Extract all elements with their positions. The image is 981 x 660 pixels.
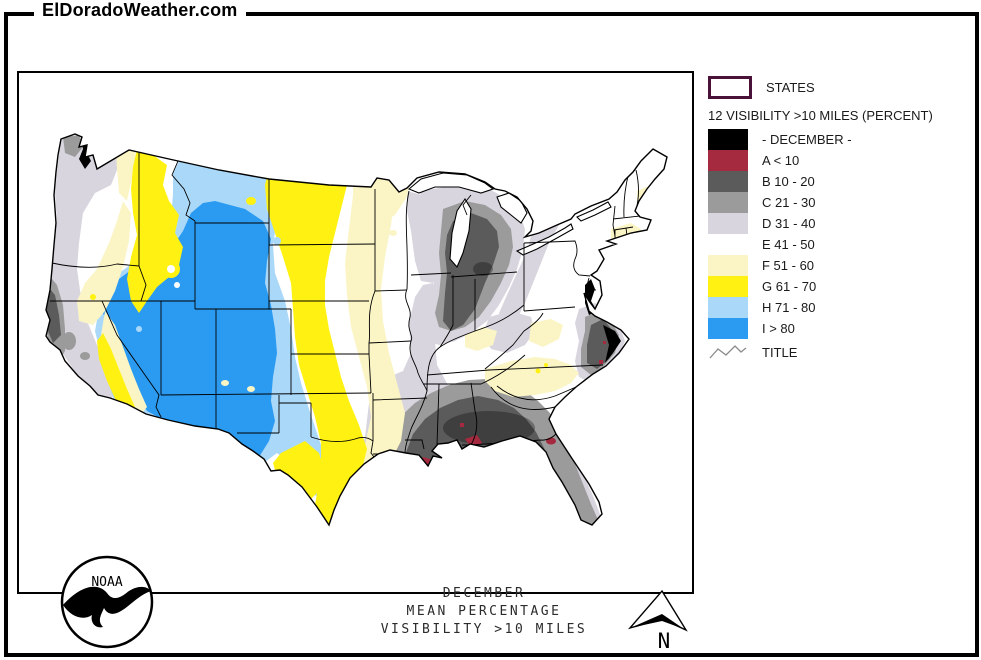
legend-label-f: F 51 - 60	[762, 258, 815, 273]
map-canvas	[45, 133, 668, 526]
noaa-bird-icon	[63, 586, 151, 628]
zigzag-line-icon	[709, 345, 747, 359]
lake-ontario	[576, 201, 612, 222]
caption-line-2: MEAN PERCENTAGE	[406, 604, 562, 619]
legend-row: B 10 - 20	[708, 171, 968, 192]
state-borders	[50, 136, 641, 462]
states-swatch	[708, 76, 752, 99]
north-label: N	[658, 629, 671, 653]
legend-row: D 31 - 40	[708, 213, 968, 234]
legend-row: A < 10	[708, 150, 968, 171]
noaa-logo-text: NOAA	[91, 575, 122, 590]
legend-title-label: TITLE	[762, 344, 798, 360]
lake-michigan	[449, 197, 472, 269]
legend-swatch-e	[708, 234, 748, 255]
legend-swatch-december	[708, 129, 748, 150]
map-fill-layers	[46, 134, 667, 525]
legend-row: - DECEMBER -	[708, 129, 968, 150]
legend-row: G 61 - 70	[708, 276, 968, 297]
map-legend: STATES 12 VISIBILITY >10 MILES (PERCENT)…	[708, 76, 968, 363]
legend-header: 12 VISIBILITY >10 MILES (PERCENT)	[708, 108, 933, 123]
legend-swatch-f	[708, 255, 748, 276]
legend-label-e: E 41 - 50	[762, 237, 815, 252]
legend-swatch-i	[708, 318, 748, 339]
lake-superior	[407, 172, 495, 194]
legend-row: F 51 - 60	[708, 255, 968, 276]
legend-states-row: STATES	[708, 76, 968, 99]
legend-label-a: A < 10	[762, 153, 800, 168]
legend-swatch-a	[708, 150, 748, 171]
legend-swatch-h	[708, 297, 748, 318]
site-title-link[interactable]: ElDoradoWeather.com	[34, 0, 246, 21]
legend-label-december: - DECEMBER -	[762, 132, 852, 147]
legend-label-d: D 31 - 40	[762, 216, 816, 231]
legend-label-h: H 71 - 80	[762, 300, 816, 315]
caption-line-3: VISIBILITY >10 MILES	[380, 622, 588, 637]
north-arrow: N	[627, 589, 688, 653]
legend-row: H 71 - 80	[708, 297, 968, 318]
legend-row: C 21 - 30	[708, 192, 968, 213]
band-dark-cores	[443, 262, 535, 445]
great-lakes	[407, 172, 612, 269]
legend-label-c: C 21 - 30	[762, 195, 816, 210]
states-label: STATES	[766, 80, 815, 95]
map-caption: DECEMBER MEAN PERCENTAGE VISIBILITY >10 …	[359, 585, 609, 639]
map-overlay-dots	[136, 237, 548, 392]
legend-swatch-b	[708, 171, 748, 192]
legend-row: I > 80	[708, 318, 968, 339]
legend-label-g: G 61 - 70	[762, 279, 817, 294]
page-frame	[4, 12, 979, 657]
us-visibility-map: NOAA DECEMBER MEAN PERCENTAGE VISIBILITY…	[17, 71, 694, 649]
legend-rows: - DECEMBER - A < 10 B 10 - 20 C 21 - 30 …	[708, 129, 968, 339]
caption-line-1: DECEMBER	[442, 586, 526, 601]
legend-swatch-d	[708, 213, 748, 234]
legend-label-b: B 10 - 20	[762, 174, 815, 189]
lake-erie	[515, 223, 574, 256]
legend-swatch-c	[708, 192, 748, 213]
legend-label-i: I > 80	[762, 321, 795, 336]
legend-swatch-g	[708, 276, 748, 297]
noaa-logo: NOAA	[60, 555, 154, 649]
legend-row: E 41 - 50	[708, 234, 968, 255]
pamlico-sound	[603, 325, 621, 363]
legend-title-row: TITLE	[708, 341, 968, 363]
